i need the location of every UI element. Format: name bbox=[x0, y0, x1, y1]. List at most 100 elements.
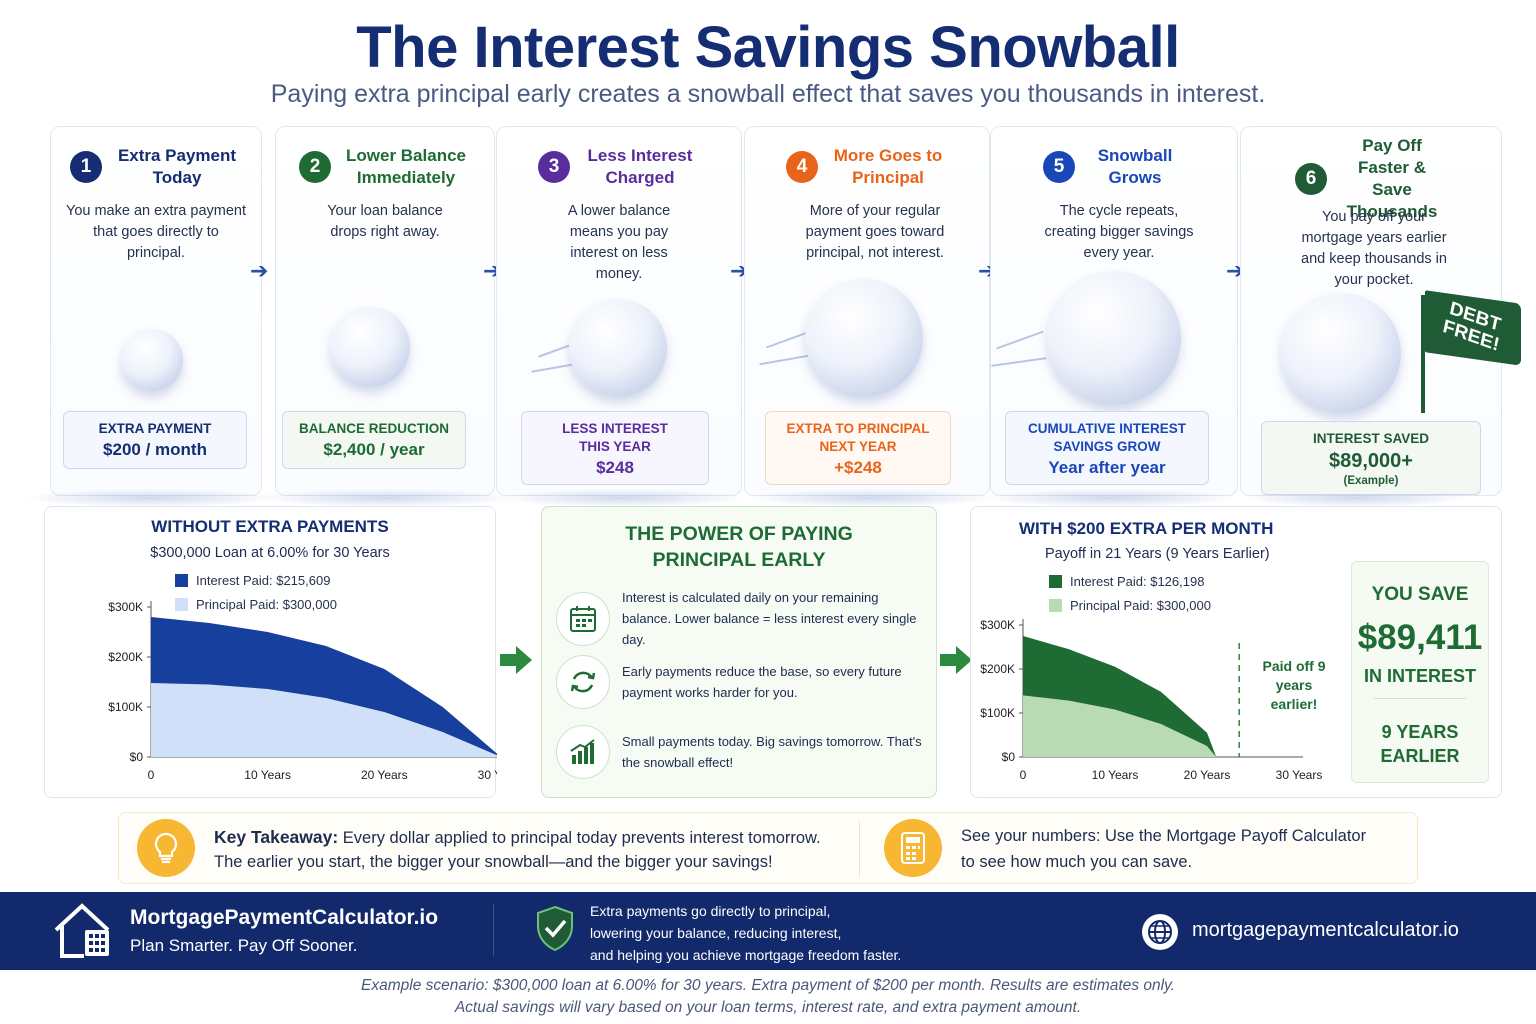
legend-label: Principal Paid: $300,000 bbox=[196, 597, 337, 612]
large-snowball-icon bbox=[1281, 293, 1401, 413]
legend-label: Principal Paid: $300,000 bbox=[1070, 598, 1211, 613]
in-interest-label: IN INTEREST bbox=[1363, 666, 1476, 686]
y-tick-label: $100K bbox=[108, 700, 143, 714]
power-item: Interest is calculated daily on your rem… bbox=[556, 587, 926, 650]
speed-line bbox=[759, 354, 809, 366]
x-tick-label: 0 bbox=[148, 768, 155, 782]
page-subtitle: Paying extra principal early creates a s… bbox=[270, 80, 1266, 108]
power-panel: THE POWER OF PAYING PRINCIPAL EARLY Inte… bbox=[541, 506, 937, 798]
cycle-icon bbox=[556, 655, 610, 709]
debt-free-flag: DEBT FREE! bbox=[1425, 290, 1521, 366]
divider bbox=[1374, 698, 1466, 699]
speed-line bbox=[531, 363, 575, 373]
flag-text: DEBT FREE! bbox=[1440, 298, 1503, 356]
step-card-2: 2 Lower Balance Immediately Your loan bal… bbox=[256, 126, 516, 507]
shield-check-icon bbox=[534, 904, 576, 952]
y-tick-label: $200K bbox=[980, 662, 1015, 676]
footer-message-line: and helping you achieve mortgage freedom… bbox=[590, 947, 902, 963]
chart-without-extra-panel: WITHOUT EXTRA PAYMENTS $300,000 Loan at … bbox=[44, 506, 497, 798]
info-box: BALANCE REDUCTION $2,400 / year bbox=[282, 411, 466, 469]
footer-message: Extra payments go directly to principal,… bbox=[590, 900, 901, 966]
info-value: $89,000+ bbox=[1329, 450, 1413, 472]
step-number-badge: 4 bbox=[786, 151, 818, 183]
divider bbox=[859, 821, 860, 877]
snow-ground bbox=[256, 489, 516, 507]
step-number-badge: 2 bbox=[299, 151, 331, 183]
power-item: Small payments today. Big savings tomorr… bbox=[556, 725, 926, 779]
chart-with-extra-panel: WITH $200 EXTRA PER MONTH Payoff in 21 Y… bbox=[970, 506, 1502, 798]
info-label: BALANCE REDUCTION bbox=[299, 421, 449, 436]
step-description: More of your regular payment goes toward… bbox=[805, 203, 945, 261]
green-arrow-icon bbox=[938, 642, 974, 678]
snow-ground bbox=[745, 489, 995, 507]
footer-message-line: Extra payments go directly to principal, bbox=[590, 903, 831, 919]
chart-legend: Interest Paid: $215,609 Principal Paid: … bbox=[175, 573, 337, 621]
step-title: Lower Balance Immediately bbox=[346, 146, 466, 187]
info-value: +$248 bbox=[834, 458, 882, 477]
power-title: THE POWER OF PAYING PRINCIPAL EARLY bbox=[625, 523, 853, 571]
legend-label: Interest Paid: $215,609 bbox=[196, 573, 331, 588]
footer-bar: MortgagePaymentCalculator.io Plan Smarte… bbox=[0, 892, 1536, 970]
step-description: The cycle repeats, creating bigger savin… bbox=[1044, 203, 1194, 261]
y-tick-label: $0 bbox=[1002, 750, 1016, 764]
lightbulb-icon bbox=[137, 819, 195, 877]
green-arrow-icon bbox=[498, 642, 534, 678]
savings-amount: $89,411 bbox=[1357, 618, 1483, 657]
chart-title: WITHOUT EXTRA PAYMENTS bbox=[151, 517, 389, 536]
step-number-badge: 1 bbox=[70, 151, 102, 183]
step-title: Snowball Grows bbox=[1097, 146, 1173, 187]
house-calculator-logo-icon bbox=[52, 900, 112, 960]
x-tick-label: 20 Years bbox=[361, 768, 408, 782]
y-tick-label: $100K bbox=[980, 706, 1015, 720]
disclaimer-line: Example scenario: $300,000 loan at 6.00%… bbox=[361, 977, 1175, 994]
info-label: LESS INTEREST THIS YEAR bbox=[562, 421, 668, 454]
step-card-3: 3 Less Interest Charged A lower balance m… bbox=[496, 126, 747, 507]
years-earlier-label: 9 YEARS EARLIER bbox=[1380, 722, 1460, 766]
info-box: EXTRA PAYMENT $200 / month bbox=[63, 411, 247, 469]
info-box: LESS INTEREST THIS YEAR $248 bbox=[521, 411, 709, 485]
arrow-right-icon: ➔ bbox=[730, 258, 749, 283]
step-number-badge: 3 bbox=[538, 151, 570, 183]
info-value: $2,400 / year bbox=[323, 440, 425, 459]
y-tick-label: $300K bbox=[980, 618, 1015, 632]
step-description: You make an extra payment that goes dire… bbox=[65, 203, 247, 261]
calculator-cta-line-1[interactable]: See your numbers: Use the Mortgage Payof… bbox=[961, 827, 1367, 845]
step-description: A lower balance means you pay interest o… bbox=[567, 203, 671, 282]
power-item: Early payments reduce the base, so every… bbox=[556, 655, 926, 709]
info-value: Year after year bbox=[1048, 458, 1166, 477]
y-tick-label: $0 bbox=[130, 750, 144, 764]
footer-brand[interactable]: MortgagePaymentCalculator.io bbox=[130, 906, 439, 929]
you-save-label: YOU SAVE bbox=[1371, 584, 1469, 605]
step-number-badge: 5 bbox=[1043, 151, 1075, 183]
calculator-icon[interactable] bbox=[884, 819, 942, 877]
legend-label: Interest Paid: $126,198 bbox=[1070, 574, 1205, 589]
info-value: $248 bbox=[596, 458, 634, 477]
disclaimer: Example scenario: $300,000 loan at 6.00%… bbox=[0, 975, 1536, 1019]
savings-box: YOU SAVE $89,411 IN INTEREST 9 YEARS EAR… bbox=[1351, 561, 1489, 783]
info-box: CUMULATIVE INTEREST SAVINGS GROW Year af… bbox=[1005, 411, 1209, 485]
footer-url-link[interactable]: mortgagepaymentcalculator.io bbox=[1192, 919, 1459, 941]
takeaway-line-2: The earlier you start, the bigger your s… bbox=[214, 853, 773, 871]
legend-swatch bbox=[1049, 599, 1062, 612]
page-title: The Interest Savings Snowball bbox=[356, 15, 1180, 80]
calculator-cta-line-2: to see how much you can save. bbox=[961, 853, 1193, 871]
snow-ground bbox=[497, 489, 747, 507]
info-box: EXTRA TO PRINCIPAL NEXT YEAR +$248 bbox=[765, 411, 951, 485]
speed-line bbox=[765, 331, 809, 349]
info-label: CUMULATIVE INTEREST SAVINGS GROW bbox=[1028, 421, 1186, 454]
legend-swatch bbox=[175, 598, 188, 611]
takeaway-line-1: Key Takeaway: Every dollar applied to pr… bbox=[214, 827, 821, 848]
step-title: More Goes to Principal bbox=[833, 146, 943, 187]
y-tick-label: $200K bbox=[108, 650, 143, 664]
calendar-icon bbox=[556, 591, 610, 646]
info-sublabel: (Example) bbox=[1343, 475, 1399, 487]
y-tick-label: $300K bbox=[108, 600, 143, 614]
large-snowball-icon bbox=[1047, 271, 1181, 405]
snowball-icon bbox=[805, 279, 923, 397]
key-takeaway-bar: Key Takeaway: Every dollar applied to pr… bbox=[118, 812, 1418, 884]
legend-swatch bbox=[175, 574, 188, 587]
step-title: Extra Payment Today bbox=[117, 146, 237, 187]
footer-tagline: Plan Smarter. Pay Off Sooner. bbox=[130, 936, 358, 955]
info-label: EXTRA TO PRINCIPAL NEXT YEAR bbox=[786, 421, 930, 454]
speed-line bbox=[996, 330, 1044, 350]
